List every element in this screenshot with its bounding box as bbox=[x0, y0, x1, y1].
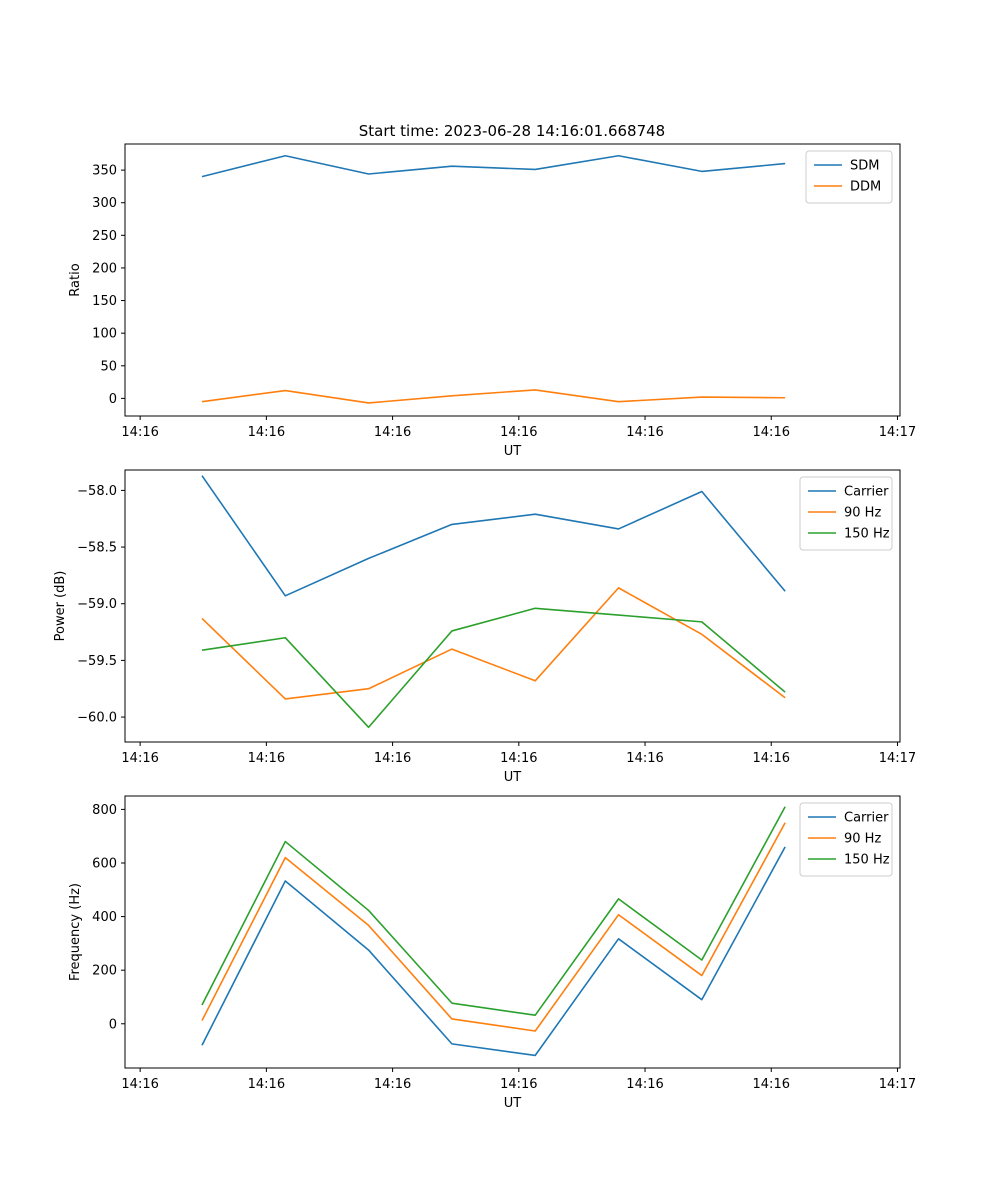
y-tick-label: 0 bbox=[109, 392, 117, 407]
y-tick-label: 0 bbox=[109, 1017, 117, 1032]
subplots: 14:16 14:16 14:16 14:16 14:16 14:16 14:17 0 50 10… bbox=[53, 143, 916, 1111]
x-axis-label: UT bbox=[504, 1096, 522, 1111]
y-tick-label: 600 bbox=[92, 856, 117, 871]
x-tick-label: 14:16 bbox=[753, 751, 790, 766]
subplot-1: 14:16 14:16 14:16 14:16 14:16 14:16 14:17 0 50 10… bbox=[68, 143, 916, 459]
series-line-150-hz bbox=[201, 806, 786, 1017]
legend-label: 90 Hz bbox=[844, 506, 881, 521]
series-line-sdm bbox=[201, 154, 786, 178]
y-tick-label: −58.0 bbox=[77, 484, 117, 499]
legend-label: 90 Hz bbox=[844, 832, 881, 847]
y-axis-label: Frequency (Hz) bbox=[68, 883, 83, 981]
x-axis-label: UT bbox=[504, 770, 522, 785]
legend-label: 150 Hz bbox=[844, 853, 890, 868]
y-tick-label: −59.0 bbox=[77, 597, 117, 612]
legend-label: DDM bbox=[850, 180, 881, 195]
legend-box bbox=[799, 802, 893, 877]
x-tick-label: 14:16 bbox=[500, 751, 537, 766]
y-tick-label: 200 bbox=[92, 261, 117, 276]
x-tick-label: 14:16 bbox=[248, 751, 285, 766]
subplot-2: 14:16 14:16 14:16 14:16 14:16 14:16 14:17 −60.0… bbox=[53, 469, 916, 785]
y-tick-label: 200 bbox=[92, 964, 117, 979]
y-tick-label: −60.0 bbox=[77, 711, 117, 726]
x-tick-label: 14:16 bbox=[626, 1077, 663, 1092]
x-axis-label: UT bbox=[504, 444, 522, 459]
y-tick-label: −58.5 bbox=[77, 541, 117, 556]
axes-frame bbox=[124, 469, 901, 743]
y-tick-label: 250 bbox=[92, 229, 117, 244]
x-tick-label: 14:16 bbox=[248, 425, 285, 440]
legend-label: Carrier bbox=[844, 485, 889, 500]
x-tick-label: 14:16 bbox=[753, 1077, 790, 1092]
x-tick-label: 14:17 bbox=[879, 751, 916, 766]
axes-frame bbox=[124, 795, 901, 1069]
y-tick-label: 800 bbox=[92, 803, 117, 818]
x-tick-label: 14:16 bbox=[374, 751, 411, 766]
x-tick-label: 14:16 bbox=[121, 751, 158, 766]
y-tick-label: −59.5 bbox=[77, 654, 117, 669]
x-tick-label: 14:16 bbox=[500, 1077, 537, 1092]
x-tick-label: 14:16 bbox=[753, 425, 790, 440]
figure-title: Start time: 2023-06-28 14:16:01.668748 bbox=[359, 122, 665, 140]
legend-box bbox=[799, 476, 893, 551]
x-tick-label: 14:16 bbox=[626, 425, 663, 440]
legend: SDM DDM bbox=[805, 150, 893, 204]
x-tick-label: 14:16 bbox=[500, 425, 537, 440]
y-axis-label: Ratio bbox=[68, 263, 83, 296]
series-line-carrier bbox=[201, 846, 786, 1057]
y-axis-label: Power (dB) bbox=[53, 571, 68, 642]
legend: Carrier 90 Hz 150 Hz bbox=[799, 802, 893, 877]
x-tick-label: 14:17 bbox=[879, 425, 916, 440]
x-tick-label: 14:17 bbox=[879, 1077, 916, 1092]
legend-label: 150 Hz bbox=[844, 527, 890, 542]
x-tick-label: 14:16 bbox=[121, 425, 158, 440]
subplot-3: 14:16 14:16 14:16 14:16 14:16 14:16 14:17 0 200 4… bbox=[68, 795, 916, 1111]
legend-label: Carrier bbox=[844, 811, 889, 826]
x-tick-label: 14:16 bbox=[626, 751, 663, 766]
legend-box bbox=[805, 150, 893, 204]
y-tick-label: 150 bbox=[92, 294, 117, 309]
x-tick-label: 14:16 bbox=[374, 1077, 411, 1092]
series-line-90-hz bbox=[201, 587, 786, 700]
x-tick-label: 14:16 bbox=[121, 1077, 158, 1092]
y-tick-label: 300 bbox=[92, 196, 117, 211]
axes-frame bbox=[124, 143, 901, 417]
x-tick-label: 14:16 bbox=[374, 425, 411, 440]
x-tick-label: 14:16 bbox=[248, 1077, 285, 1092]
y-tick-label: 400 bbox=[92, 910, 117, 925]
legend: Carrier 90 Hz 150 Hz bbox=[799, 476, 893, 551]
series-line-150-hz bbox=[201, 607, 786, 729]
legend-label: SDM bbox=[850, 159, 879, 174]
y-tick-label: 100 bbox=[92, 327, 117, 342]
series-line-90-hz bbox=[201, 822, 786, 1032]
series-line-carrier bbox=[201, 475, 786, 597]
series-line-ddm bbox=[201, 389, 786, 404]
y-tick-label: 50 bbox=[100, 359, 117, 374]
y-tick-label: 350 bbox=[92, 164, 117, 179]
